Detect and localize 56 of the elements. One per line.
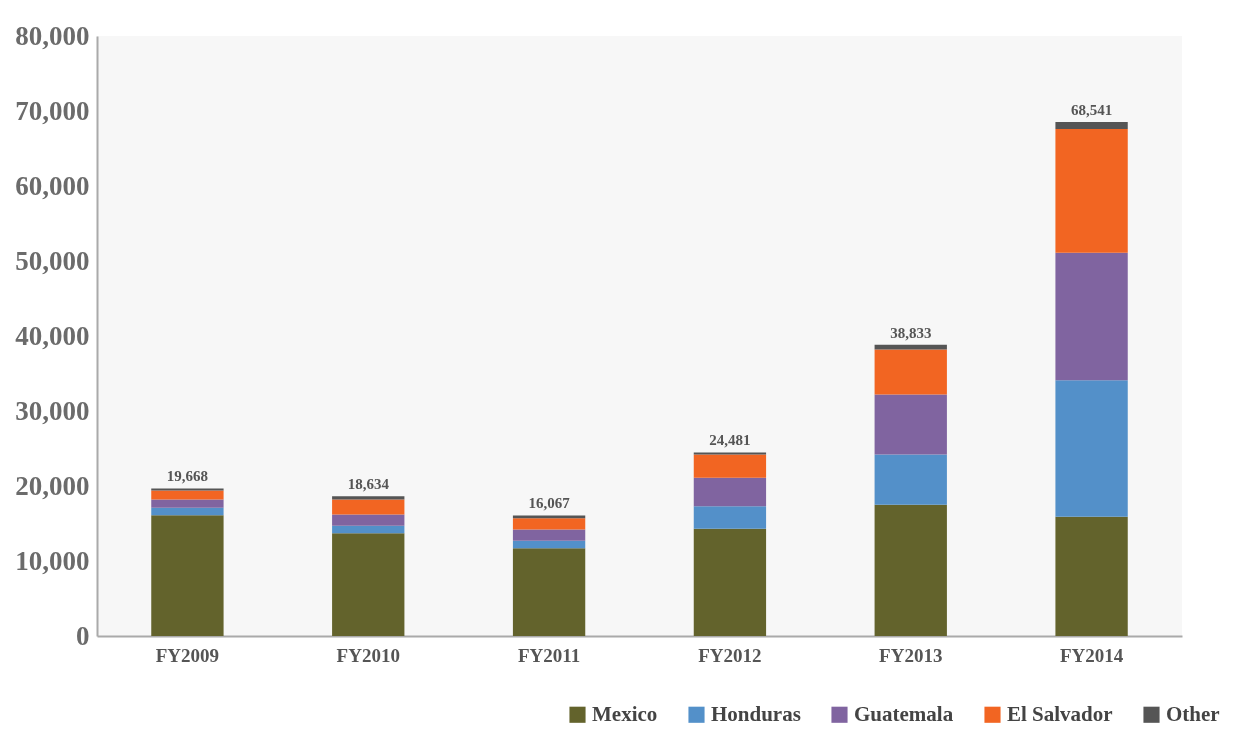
- bar: [1055, 252, 1128, 381]
- bar: [1055, 121, 1128, 129]
- bar: [693, 528, 767, 636]
- x-tick-label: FY2013: [879, 644, 943, 666]
- y-tick-label: 60,000: [15, 170, 90, 201]
- legend-label: Honduras: [711, 701, 801, 726]
- bar: [1055, 129, 1128, 253]
- bar: [693, 454, 767, 478]
- bar: [332, 496, 405, 500]
- y-tick-label: 70,000: [15, 95, 90, 126]
- bar: [693, 506, 767, 529]
- y-tick-label: 0: [76, 620, 90, 651]
- total-label: 16,067: [528, 495, 571, 512]
- bar: [151, 507, 224, 516]
- y-tick-label: 40,000: [15, 320, 90, 351]
- bar: [332, 525, 405, 534]
- y-tick-label: 50,000: [15, 245, 90, 276]
- total-label: 18,634: [347, 476, 390, 493]
- bar: [874, 344, 947, 350]
- total-label: 38,833: [890, 324, 932, 341]
- bar: [332, 499, 405, 515]
- legend-label: Other: [1166, 701, 1220, 726]
- bar: [332, 514, 405, 526]
- x-tick-label: FY2014: [1059, 644, 1124, 666]
- total-label: 19,668: [166, 468, 209, 485]
- bar: [512, 529, 586, 541]
- bar: [512, 518, 586, 530]
- y-tick-label: 10,000: [15, 545, 90, 576]
- total-label: 24,481: [709, 432, 751, 449]
- x-tick-label: FY2010: [336, 644, 400, 666]
- y-tick-label: 20,000: [15, 470, 90, 501]
- bar: [1055, 516, 1128, 636]
- legend-label: El Salvador: [1007, 701, 1113, 726]
- bar: [874, 394, 947, 455]
- bar: [151, 490, 224, 500]
- x-tick-label: FY2012: [698, 644, 762, 666]
- bar: [151, 515, 224, 636]
- legend-label: Mexico: [592, 701, 658, 726]
- bar: [693, 452, 767, 455]
- bar: [874, 349, 947, 395]
- bar: [874, 504, 947, 636]
- bar: [693, 477, 767, 507]
- bar: [1055, 380, 1128, 517]
- bar: [512, 540, 586, 549]
- bar: [332, 533, 405, 636]
- total-label: 68,541: [1070, 101, 1113, 118]
- bar: [151, 488, 224, 491]
- bar: [512, 515, 586, 519]
- x-tick-label: FY2009: [155, 644, 220, 666]
- bar: [512, 548, 586, 636]
- legend-label: Guatemala: [854, 701, 954, 726]
- bar: [151, 499, 224, 508]
- y-tick-label: 30,000: [15, 395, 90, 426]
- y-tick-label: 80,000: [15, 20, 90, 51]
- bar: [874, 454, 947, 505]
- x-tick-label: FY2011: [517, 644, 581, 666]
